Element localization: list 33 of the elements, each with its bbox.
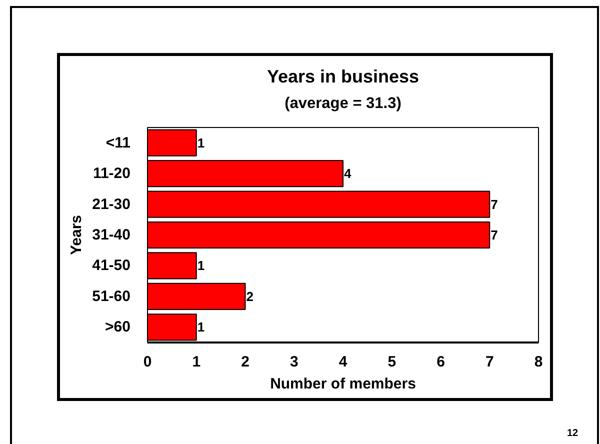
y-tick-label: 51-60 xyxy=(92,288,131,305)
data-label: 2 xyxy=(246,288,254,304)
bar xyxy=(148,160,344,188)
data-label: 1 xyxy=(197,258,205,274)
data-label: 1 xyxy=(197,135,205,150)
y-tick-label: >60 xyxy=(105,318,131,336)
x-tick-label: 6 xyxy=(436,354,445,370)
x-axis-title: Number of members xyxy=(270,376,416,392)
y-tick-label: 21-30 xyxy=(92,196,131,213)
y-tick-label: <11 xyxy=(106,134,131,152)
y-tick-label: 11-20 xyxy=(92,165,131,182)
bar xyxy=(148,190,490,218)
x-tick-label: 2 xyxy=(241,354,250,370)
x-tick-label: 5 xyxy=(388,354,396,370)
data-label: 7 xyxy=(490,196,498,212)
x-tick-label: 3 xyxy=(290,354,298,370)
x-tick-label: 1 xyxy=(192,354,201,370)
x-tick-label: 8 xyxy=(534,354,543,370)
chart-title: Years in business xyxy=(266,66,420,86)
chart-subtitle: (average = 31.3) xyxy=(284,95,402,112)
y-axis-title: Years xyxy=(68,214,86,256)
x-tick-label: 4 xyxy=(338,354,348,370)
x-tick-label: 0 xyxy=(143,354,152,370)
y-tick-label: 31-40 xyxy=(92,226,131,244)
bar xyxy=(148,221,490,249)
bar xyxy=(148,282,246,310)
text: 12 xyxy=(567,428,578,440)
bar xyxy=(148,252,197,280)
data-label: 4 xyxy=(344,166,352,182)
data-label: 1 xyxy=(197,320,205,335)
y-tick-label: 41-50 xyxy=(92,257,131,274)
data-label: 7 xyxy=(490,228,498,242)
x-tick-label: 7 xyxy=(485,354,494,370)
